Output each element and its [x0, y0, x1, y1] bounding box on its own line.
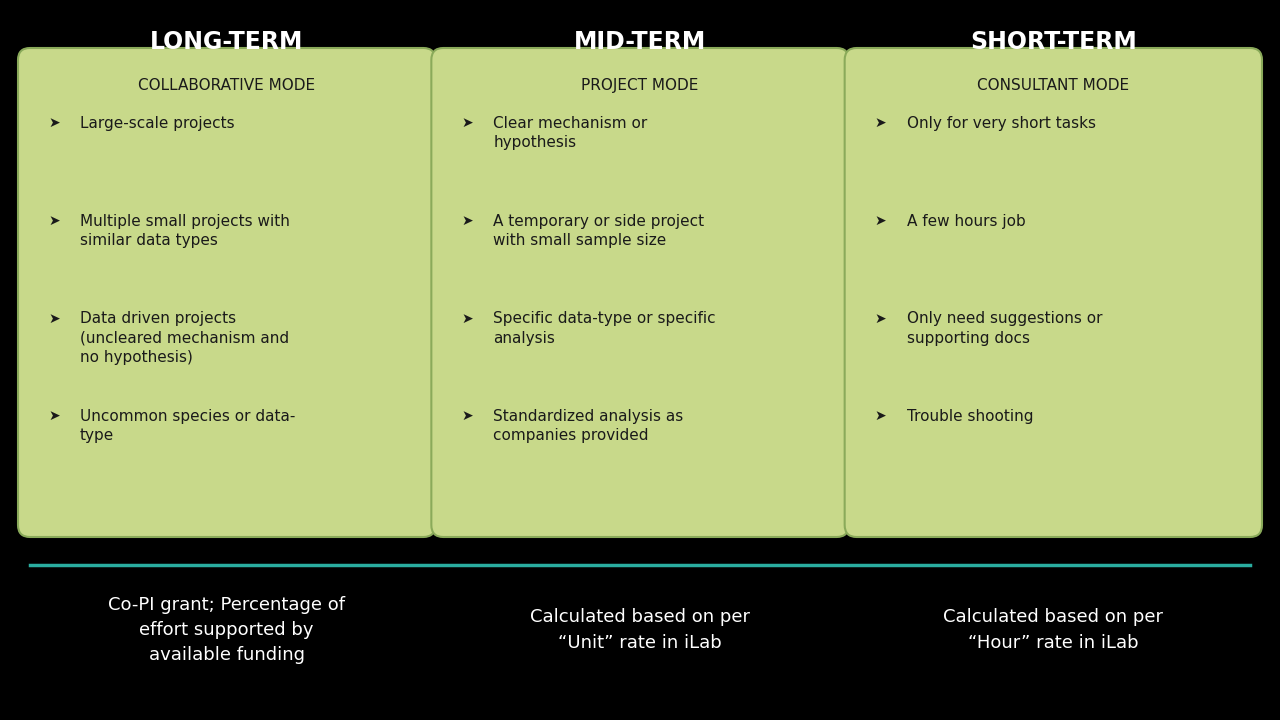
Text: MID-TERM: MID-TERM — [573, 30, 707, 54]
FancyBboxPatch shape — [431, 48, 849, 537]
Text: Co-PI grant; Percentage of
effort supported by
available funding: Co-PI grant; Percentage of effort suppor… — [109, 596, 346, 664]
Text: ➤: ➤ — [461, 214, 472, 228]
Text: A temporary or side project
with small sample size: A temporary or side project with small s… — [493, 214, 704, 248]
Text: LONG-TERM: LONG-TERM — [150, 30, 303, 54]
Text: Only need suggestions or
supporting docs: Only need suggestions or supporting docs — [906, 312, 1102, 346]
Text: Clear mechanism or
hypothesis: Clear mechanism or hypothesis — [493, 116, 648, 150]
Text: Calculated based on per
“Hour” rate in iLab: Calculated based on per “Hour” rate in i… — [943, 608, 1164, 652]
Text: ➤: ➤ — [461, 409, 472, 423]
Text: COLLABORATIVE MODE: COLLABORATIVE MODE — [138, 78, 315, 93]
FancyBboxPatch shape — [18, 48, 435, 537]
Text: CONSULTANT MODE: CONSULTANT MODE — [977, 78, 1129, 93]
Text: Standardized analysis as
companies provided: Standardized analysis as companies provi… — [493, 409, 684, 444]
Text: Large-scale projects: Large-scale projects — [79, 116, 234, 131]
Text: Calculated based on per
“Unit” rate in iLab: Calculated based on per “Unit” rate in i… — [530, 608, 750, 652]
Text: ➤: ➤ — [874, 214, 886, 228]
Text: Multiple small projects with
similar data types: Multiple small projects with similar dat… — [79, 214, 289, 248]
Text: ➤: ➤ — [49, 116, 60, 130]
Text: ➤: ➤ — [49, 409, 60, 423]
Text: Data driven projects
(uncleared mechanism and
no hypothesis): Data driven projects (uncleared mechanis… — [79, 312, 289, 365]
Text: ➤: ➤ — [874, 116, 886, 130]
Text: A few hours job: A few hours job — [906, 214, 1025, 229]
Text: SHORT-TERM: SHORT-TERM — [970, 30, 1137, 54]
Text: Only for very short tasks: Only for very short tasks — [906, 116, 1096, 131]
FancyBboxPatch shape — [845, 48, 1262, 537]
Text: ➤: ➤ — [874, 312, 886, 325]
Text: Specific data-type or specific
analysis: Specific data-type or specific analysis — [493, 312, 716, 346]
Text: ➤: ➤ — [49, 312, 60, 325]
Text: ➤: ➤ — [461, 312, 472, 325]
Text: ➤: ➤ — [49, 214, 60, 228]
Text: Trouble shooting: Trouble shooting — [906, 409, 1033, 424]
Text: PROJECT MODE: PROJECT MODE — [581, 78, 699, 93]
Text: ➤: ➤ — [874, 409, 886, 423]
Text: ➤: ➤ — [461, 116, 472, 130]
Text: Uncommon species or data-
type: Uncommon species or data- type — [79, 409, 296, 444]
